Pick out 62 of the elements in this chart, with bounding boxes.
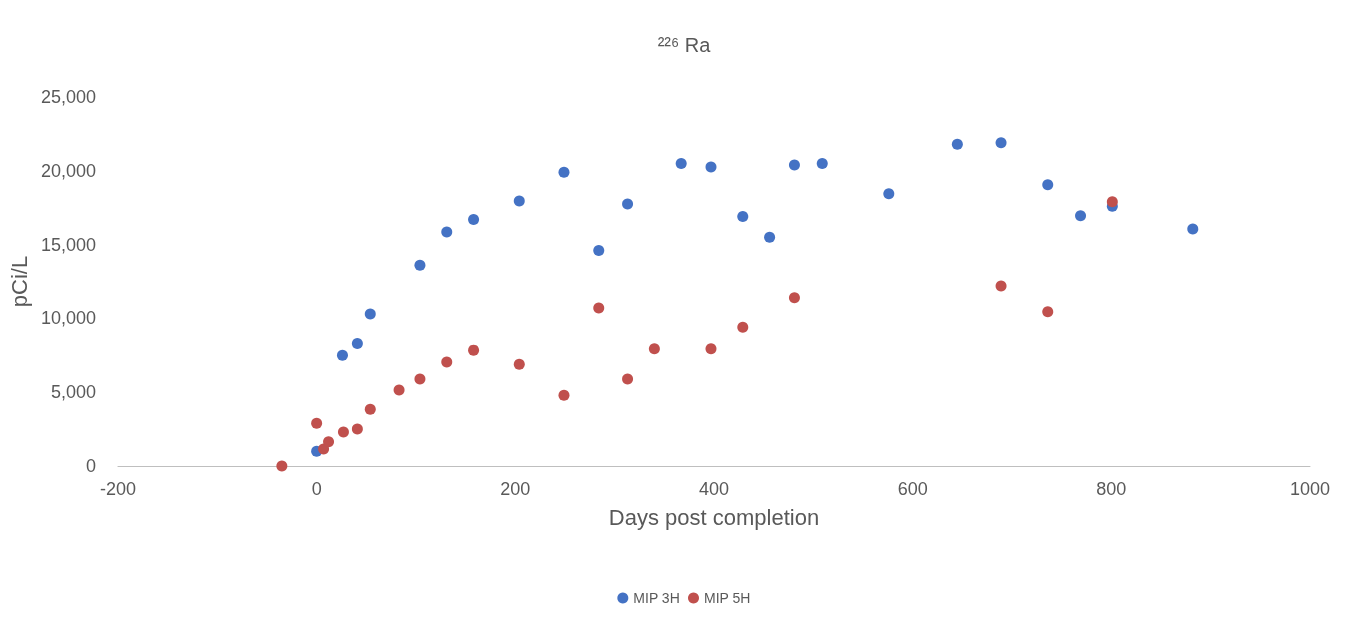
point (364, 308, 376, 320)
point (675, 157, 687, 169)
point (441, 226, 453, 238)
point (951, 138, 963, 150)
point (1106, 196, 1118, 208)
point (318, 443, 330, 455)
point (705, 343, 717, 355)
point (337, 426, 349, 438)
x-tick-label: 600 (897, 479, 928, 499)
point (558, 389, 570, 401)
point (393, 384, 405, 396)
point (351, 337, 363, 349)
point (593, 302, 605, 314)
y-tick-label: 15,000 (40, 234, 96, 255)
point (593, 245, 605, 256)
y-axis-title: pCi/L (6, 255, 32, 308)
point (737, 321, 749, 333)
point (311, 417, 323, 429)
x-axis-title: Days post completion (608, 504, 820, 530)
point (364, 403, 376, 415)
legend-label: MIP 3H (633, 590, 680, 606)
point (336, 349, 348, 361)
point (1187, 223, 1199, 235)
y-tick-label: 25,000 (40, 87, 96, 107)
point (883, 188, 895, 200)
point (558, 166, 570, 178)
point (788, 159, 800, 171)
point (622, 198, 634, 210)
point (276, 460, 288, 472)
point (648, 343, 660, 355)
point (414, 373, 426, 385)
point (788, 292, 800, 304)
point (468, 344, 480, 356)
chart-title: ²²⁶ Ra (657, 34, 712, 56)
point (513, 195, 525, 207)
y-tick-label: 5,000 (50, 382, 96, 403)
point (513, 358, 525, 370)
point (995, 137, 1007, 149)
point (737, 211, 749, 223)
point (468, 214, 480, 225)
point (323, 436, 335, 448)
point (816, 157, 828, 169)
point (1042, 306, 1054, 318)
point (1042, 179, 1054, 191)
point (1075, 210, 1087, 222)
point (995, 280, 1007, 292)
x-tick-label: -200 (99, 479, 136, 499)
y-tick-label: 0 (85, 456, 96, 476)
x-tick-label: 400 (698, 479, 729, 499)
point (705, 161, 717, 173)
x-tick-label: 1000 (1289, 479, 1331, 499)
x-tick-label: 0 (311, 479, 322, 499)
point (622, 373, 634, 385)
x-tick-label: 200 (500, 479, 531, 499)
x-tick-label: 800 (1096, 479, 1127, 499)
point (351, 423, 363, 435)
legend-label: MIP 5H (704, 590, 751, 606)
y-tick-label: 10,000 (40, 308, 96, 329)
y-tick-label: 20,000 (40, 160, 96, 181)
point (414, 259, 426, 271)
point (764, 231, 776, 243)
point (441, 356, 453, 368)
